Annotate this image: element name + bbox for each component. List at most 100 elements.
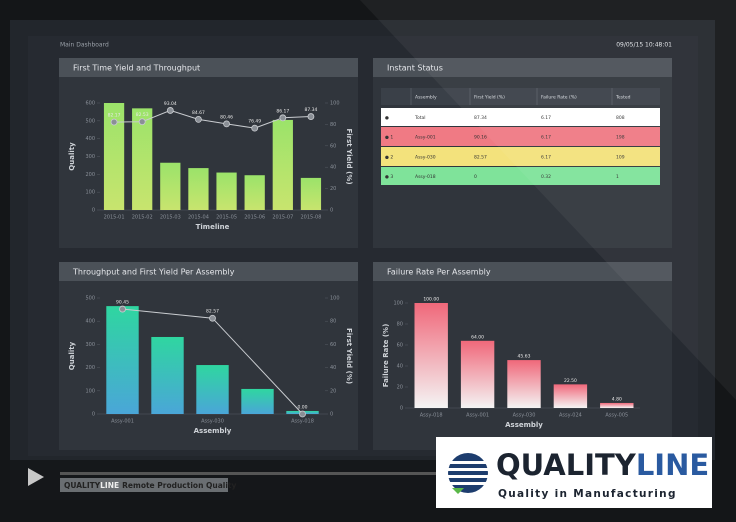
logo-name: QUALITYLINE — [496, 448, 709, 482]
y-tick-label: 100 — [85, 190, 95, 196]
x-tick-label: 2015-02 — [132, 215, 153, 221]
datetime: 09/05/15 10:48:01 — [616, 42, 672, 49]
bar — [272, 119, 293, 210]
y-tick-label: 200 — [85, 365, 95, 371]
x-axis-label: Assembly — [194, 427, 232, 435]
point-value-label: 87.34 — [304, 107, 317, 113]
point-value-label: 84.67 — [192, 110, 205, 116]
y2-tick-label: 80 — [330, 319, 336, 325]
table-cell: 82.57 — [474, 155, 487, 161]
table-cell: 109 — [616, 155, 625, 161]
y2-tick-label: 20 — [330, 186, 336, 192]
table-cell: 0 — [474, 174, 477, 180]
bar — [460, 340, 495, 408]
panel-title: Throughput and First Yield Per Assembly — [72, 268, 235, 277]
table-cell: ● — [385, 116, 389, 121]
bar-value-label: 4.80 — [612, 396, 622, 402]
y-tick-label: 20 — [397, 385, 403, 391]
bar — [103, 103, 125, 210]
column-header: Assembly — [415, 95, 437, 101]
x-tick-label: Assy-018 — [291, 419, 314, 425]
x-tick-label: 2015-04 — [188, 215, 209, 221]
line-point — [299, 410, 306, 418]
table-header — [381, 88, 660, 105]
y2-tick-label: 20 — [330, 388, 336, 394]
bar-value-label: 64.00 — [471, 334, 484, 340]
y2-tick-label: 40 — [330, 165, 336, 171]
y2-tick-label: 60 — [330, 143, 336, 149]
y-tick-label: 80 — [397, 322, 403, 328]
line-point — [307, 113, 315, 120]
bar — [241, 388, 274, 414]
line-point — [209, 314, 216, 322]
logo-brand-b: LINE — [636, 448, 709, 482]
x-tick-label: 2015-03 — [160, 215, 181, 221]
table-row — [381, 127, 660, 146]
bar — [160, 162, 181, 210]
x-tick-label: 2015-06 — [244, 215, 265, 221]
y-tick-label: 300 — [85, 342, 95, 348]
caption-brand-b: LINE — [100, 481, 119, 490]
panel-title: Failure Rate Per Assembly — [387, 268, 491, 277]
column-header: Failure Rate (%) — [541, 95, 577, 101]
y-tick-label: 0 — [92, 412, 95, 418]
bar-value-label: 100.00 — [423, 297, 439, 303]
bar — [106, 306, 139, 414]
logo-icon — [448, 453, 488, 494]
y2-tick-label: 100 — [330, 296, 340, 302]
y-tick-label: 100 — [393, 301, 403, 307]
table-cell: 6.17 — [541, 115, 551, 121]
line-point — [166, 107, 174, 114]
y-tick-label: 500 — [85, 296, 95, 302]
panels: First Time Yield and Throughput010020030… — [59, 58, 672, 450]
x-tick-label: 2015-01 — [104, 215, 125, 221]
x-tick-label: Assy-001 — [111, 419, 134, 425]
y-tick-label: 0 — [92, 208, 95, 214]
bar — [132, 108, 153, 210]
panel-title: Instant Status — [387, 64, 443, 73]
x-tick-label: 2015-08 — [300, 215, 321, 221]
table-row — [381, 167, 660, 185]
y-tick-label: 500 — [85, 118, 95, 124]
panel-header — [373, 262, 672, 281]
progress-bar[interactable] — [60, 472, 440, 475]
point-value-label: 76.49 — [248, 119, 261, 125]
bar-value-label: 22.50 — [564, 378, 577, 384]
bar — [188, 168, 209, 210]
table-cell: Total — [414, 115, 426, 121]
table-cell: 1 — [616, 174, 619, 180]
video-caption: QUALITYLINE Remote Production Quality — [64, 481, 237, 490]
point-value-label: 93.04 — [164, 101, 177, 107]
play-button[interactable] — [28, 468, 44, 486]
bar — [414, 303, 448, 408]
column-header: First Yield (%) — [474, 95, 505, 101]
y2-tick-label: 60 — [330, 342, 336, 348]
bar — [244, 175, 265, 210]
point-value-label: 82.53 — [136, 112, 149, 118]
panel-header — [59, 262, 358, 281]
y-tick-label: 40 — [397, 364, 403, 370]
logo-tagline: Quality in Manufacturing — [498, 488, 677, 500]
x-tick-label: Assy-024 — [559, 413, 582, 419]
line-point — [195, 116, 202, 123]
x-axis-label: Assembly — [505, 421, 543, 429]
line-point — [110, 118, 118, 126]
bar-value-label: 45.63 — [518, 354, 531, 360]
x-tick-label: Assy-030 — [201, 419, 224, 425]
table-row — [381, 147, 660, 166]
bar — [507, 360, 541, 408]
x-tick-label: Assy-005 — [605, 413, 628, 419]
column-header: Tested — [615, 95, 631, 101]
table-cell: 90.16 — [474, 135, 487, 141]
table-cell: ● 3 — [385, 174, 393, 180]
table-row — [381, 108, 660, 126]
x-tick-label: Assy-018 — [420, 413, 443, 419]
line-point — [279, 114, 287, 122]
y-tick-label: 60 — [397, 343, 403, 349]
line-point — [251, 124, 259, 132]
table-cell: 0.32 — [541, 174, 551, 180]
table-cell: Assy-001 — [415, 135, 436, 141]
y-tick-label: 300 — [85, 154, 95, 160]
